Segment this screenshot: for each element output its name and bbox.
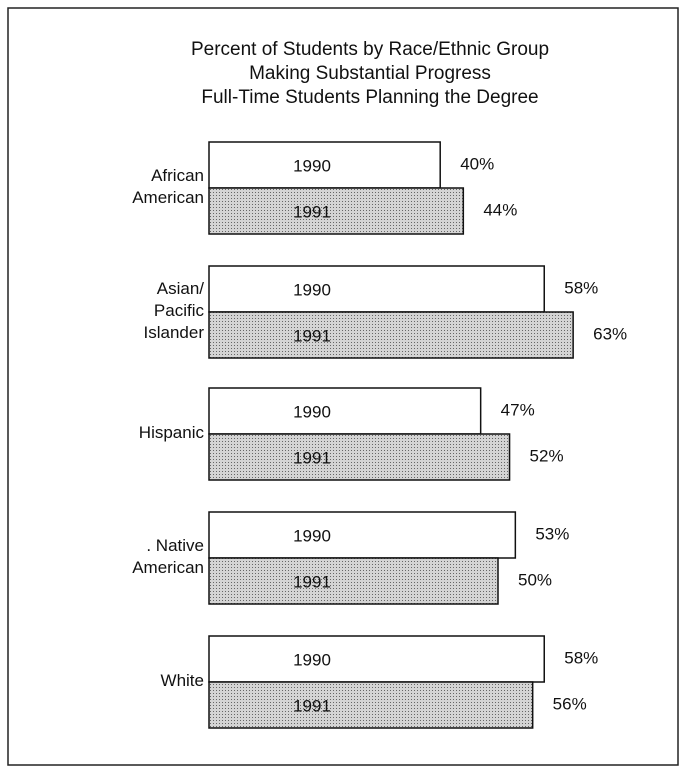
bar	[208, 557, 499, 605]
category-line: Hispanic	[139, 423, 205, 442]
bar	[208, 511, 517, 559]
category-label: White	[161, 671, 204, 690]
series-label: 1991	[293, 202, 331, 221]
bar	[208, 187, 465, 235]
category-line: American	[132, 188, 204, 207]
chart-title: Full-Time Students Planning the Degree	[201, 87, 538, 108]
category-label: Asian/Pacific Islander	[144, 279, 205, 342]
series-label: 1990	[293, 280, 331, 299]
value-label: 44%	[483, 200, 517, 219]
value-label: 58%	[564, 278, 598, 297]
frame	[7, 7, 679, 766]
series-label: 1990	[293, 402, 331, 421]
series-label: 1991	[293, 448, 331, 467]
bar	[208, 311, 574, 359]
category-label: . Native American	[132, 536, 204, 577]
value-label: 58%	[564, 648, 598, 667]
bar	[208, 265, 545, 313]
category-line: American	[132, 558, 204, 577]
category-line: Islander	[144, 323, 205, 342]
category-line: . Native	[146, 536, 204, 555]
bar	[208, 387, 482, 435]
value-label: 63%	[593, 324, 627, 343]
value-label: 50%	[518, 570, 552, 589]
chart-title: Making Substantial Progress	[249, 63, 491, 84]
bar	[208, 433, 511, 481]
category-line: African	[151, 166, 204, 185]
bar	[208, 681, 534, 729]
series-label: 1991	[293, 572, 331, 591]
series-label: 1991	[293, 696, 331, 715]
series-label: 1991	[293, 326, 331, 345]
category-label: African American	[132, 166, 204, 207]
category-line: Asian/	[157, 279, 205, 298]
category-label: Hispanic	[139, 423, 205, 442]
category-line: Pacific	[154, 301, 205, 320]
chart-title: Percent of Students by Race/Ethnic Group	[191, 39, 549, 60]
series-label: 1990	[293, 526, 331, 545]
value-label: 40%	[460, 154, 494, 173]
value-label: 52%	[530, 446, 564, 465]
category-line: White	[161, 671, 204, 690]
value-label: 47%	[501, 400, 535, 419]
series-label: 1990	[293, 156, 331, 175]
value-label: 53%	[535, 524, 569, 543]
value-label: 56%	[553, 694, 587, 713]
bar	[208, 635, 545, 683]
series-label: 1990	[293, 650, 331, 669]
